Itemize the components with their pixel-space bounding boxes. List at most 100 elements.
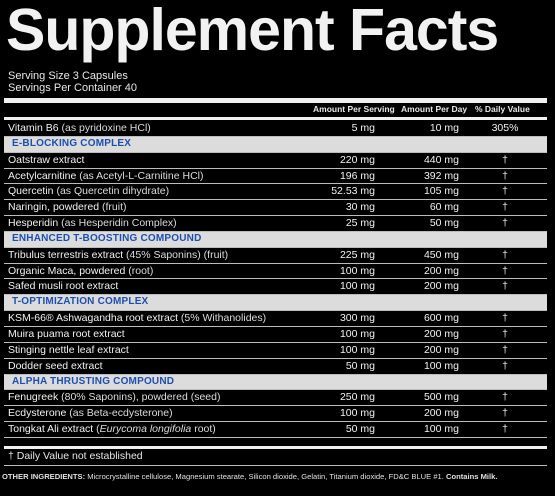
other-ingredients: OTHER INGREDIENTS: Microcrystalline cell…: [2, 472, 553, 481]
section-title: ALPHA THRUSTING COMPOUND: [12, 375, 175, 387]
ingredient-detail: (Eurycoma longifolia root): [93, 423, 216, 436]
daily-value: †: [502, 264, 508, 277]
table-row: Safed musli root extract 100 mg 200 mg †: [4, 279, 547, 296]
amount-per-serving: 25 mg: [345, 217, 375, 230]
table-row: Muira puama root extract 100 mg 200 mg †: [4, 327, 547, 343]
ingredient-name: Tongkat Ali extract (Eurycoma longifolia…: [8, 422, 216, 437]
amount-per-day: 60 mg: [429, 201, 459, 214]
column-header-per-day: Amount Per Day: [401, 104, 468, 114]
amount-per-day: 10 mg: [429, 122, 459, 134]
ingredient-label: Ecdysterone: [8, 407, 67, 420]
amount-per-day: 600 mg: [423, 312, 459, 325]
header-divider: [4, 117, 547, 120]
bottom-divider: [4, 446, 547, 449]
ingredient-name: KSM-66® Ashwagandha root extract (5% Wit…: [8, 311, 266, 326]
table-row: Oatstraw extract 220 mg 440 mg †: [4, 153, 547, 169]
ingredient-label: Hesperidin: [8, 217, 59, 230]
daily-value: †: [502, 343, 508, 356]
amount-per-day: 200 mg: [423, 264, 459, 277]
ingredient-label: Naringin, powdered: [8, 201, 100, 214]
amount-per-day: 100 mg: [423, 423, 459, 436]
ingredient-name: Muira puama root extract: [8, 327, 125, 342]
thick-divider: [4, 98, 547, 103]
amount-per-serving: 50 mg: [345, 423, 375, 436]
amount-per-serving: 250 mg: [339, 391, 375, 404]
ingredient-detail: (as Quercetin dihydrate): [53, 185, 170, 198]
ingredient-label: Tribulus terrestris extract: [8, 248, 124, 261]
ingredient-label: Acetylcarnitine: [8, 169, 77, 182]
amount-per-serving: 196 mg: [339, 169, 375, 182]
column-header-daily-value: % Daily Value: [475, 104, 530, 114]
ingredient-label: Organic Maca, powdered: [8, 264, 126, 277]
ingredient-name: Vitamin B6 (as pyridoxine HCl): [8, 121, 151, 136]
amount-per-day: 450 mg: [423, 248, 459, 261]
ingredient-name: Organic Maca, powdered (root): [8, 264, 153, 279]
serving-info: Serving Size 3 Capsules Servings Per Con…: [8, 70, 137, 94]
daily-value: †: [502, 185, 508, 198]
ingredient-label: Fenugreek: [8, 391, 59, 404]
ingredient-detail: (as pyridoxine HCl): [58, 122, 151, 134]
page-title: Supplement Facts: [6, 0, 499, 63]
serving-size: Serving Size 3 Capsules: [8, 70, 128, 82]
ingredient-name: Hesperidin (as Hesperidin Complex): [8, 216, 177, 231]
table-row: Naringin, powdered (fruit) 30 mg 60 mg †: [4, 200, 547, 217]
daily-value: †: [502, 312, 508, 325]
daily-value: †: [502, 407, 508, 420]
amount-per-serving: 225 mg: [339, 248, 375, 261]
table-row: Stinging nettle leaf extract 100 mg 200 mg…: [4, 343, 547, 359]
daily-value: †: [502, 327, 508, 340]
footnote: † Daily Value not established: [8, 450, 143, 462]
table-row: Ecdysterone (as Beta-ecdysterone) 100 mg 2…: [4, 406, 547, 423]
ingredient-name: Dodder seed extract: [8, 359, 103, 374]
ingredient-label: Quercetin: [8, 185, 54, 198]
amount-per-serving: 220 mg: [339, 153, 375, 166]
section-header: T-OPTIMIZATION COMPLEX: [4, 295, 547, 312]
section-header: E-BLOCKING COMPLEX: [4, 136, 547, 153]
amount-per-serving: 100 mg: [339, 280, 375, 293]
ingredient-label: Vitamin B6: [8, 122, 59, 134]
daily-value: †: [502, 423, 508, 436]
ingredient-name: Safed musli root extract: [8, 279, 118, 294]
table-row: Fenugreek (80% Saponins), powdered (seed…: [4, 390, 547, 407]
ingredient-name: Naringin, powdered (fruit): [8, 200, 126, 215]
ingredient-detail: (as Beta-ecdysterone): [66, 407, 173, 420]
ingredient-label: Stinging nettle leaf extract: [8, 343, 129, 356]
amount-per-day: 100 mg: [423, 359, 459, 372]
column-header-per-serving: Amount Per Serving: [313, 104, 395, 114]
daily-value: 305%: [491, 122, 519, 134]
ingredient-label: Safed musli root extract: [8, 280, 119, 293]
section-title: T-OPTIMIZATION COMPLEX: [12, 296, 149, 308]
section-header: ENHANCED T-BOOSTING COMPOUND: [4, 231, 547, 248]
amount-per-day: 392 mg: [423, 169, 459, 182]
facts-table: Vitamin B6 (as pyridoxine HCl) 5 mg 10 mg 3…: [4, 121, 547, 438]
section-header: ALPHA THRUSTING COMPOUND: [4, 374, 547, 391]
ingredient-name: Fenugreek (80% Saponins), powdered (seed…: [8, 390, 220, 405]
section-title: E-BLOCKING COMPLEX: [12, 137, 132, 149]
contains-allergen: Contains Milk.: [445, 472, 498, 481]
amount-per-day: 500 mg: [423, 391, 459, 404]
amount-per-day: 200 mg: [423, 280, 459, 293]
ingredient-name: Ecdysterone (as Beta-ecdysterone): [8, 406, 173, 421]
amount-per-serving: 5 mg: [351, 122, 375, 134]
daily-value: †: [502, 153, 508, 166]
footnote-divider: [4, 465, 547, 466]
amount-per-day: 200 mg: [423, 407, 459, 420]
ingredient-label: Dodder seed extract: [8, 359, 103, 372]
daily-value: †: [502, 217, 508, 230]
ingredient-label: Oatstraw extract: [8, 153, 85, 166]
amount-per-day: 200 mg: [423, 343, 459, 356]
table-row: Acetylcarnitine (as Acetyl-L-Carnitine H…: [4, 169, 547, 185]
amount-per-serving: 300 mg: [339, 312, 375, 325]
daily-value: †: [502, 248, 508, 261]
amount-per-serving: 52.53 mg: [331, 185, 375, 198]
ingredient-name: Tribulus terrestris extract (45% Saponin…: [8, 248, 228, 263]
daily-value: †: [502, 391, 508, 404]
amount-per-day: 200 mg: [423, 327, 459, 340]
table-row: Organic Maca, powdered (root) 100 mg 200 m…: [4, 264, 547, 280]
ingredient-detail: (80% Saponins), powdered (seed): [58, 391, 221, 404]
table-row: Vitamin B6 (as pyridoxine HCl) 5 mg 10 mg 3…: [4, 121, 547, 137]
ingredient-name: Oatstraw extract: [8, 153, 84, 168]
amount-per-serving: 100 mg: [339, 264, 375, 277]
servings-per-container: Servings Per Container 40: [8, 82, 138, 94]
ingredient-label: Muira puama root extract: [8, 327, 125, 340]
